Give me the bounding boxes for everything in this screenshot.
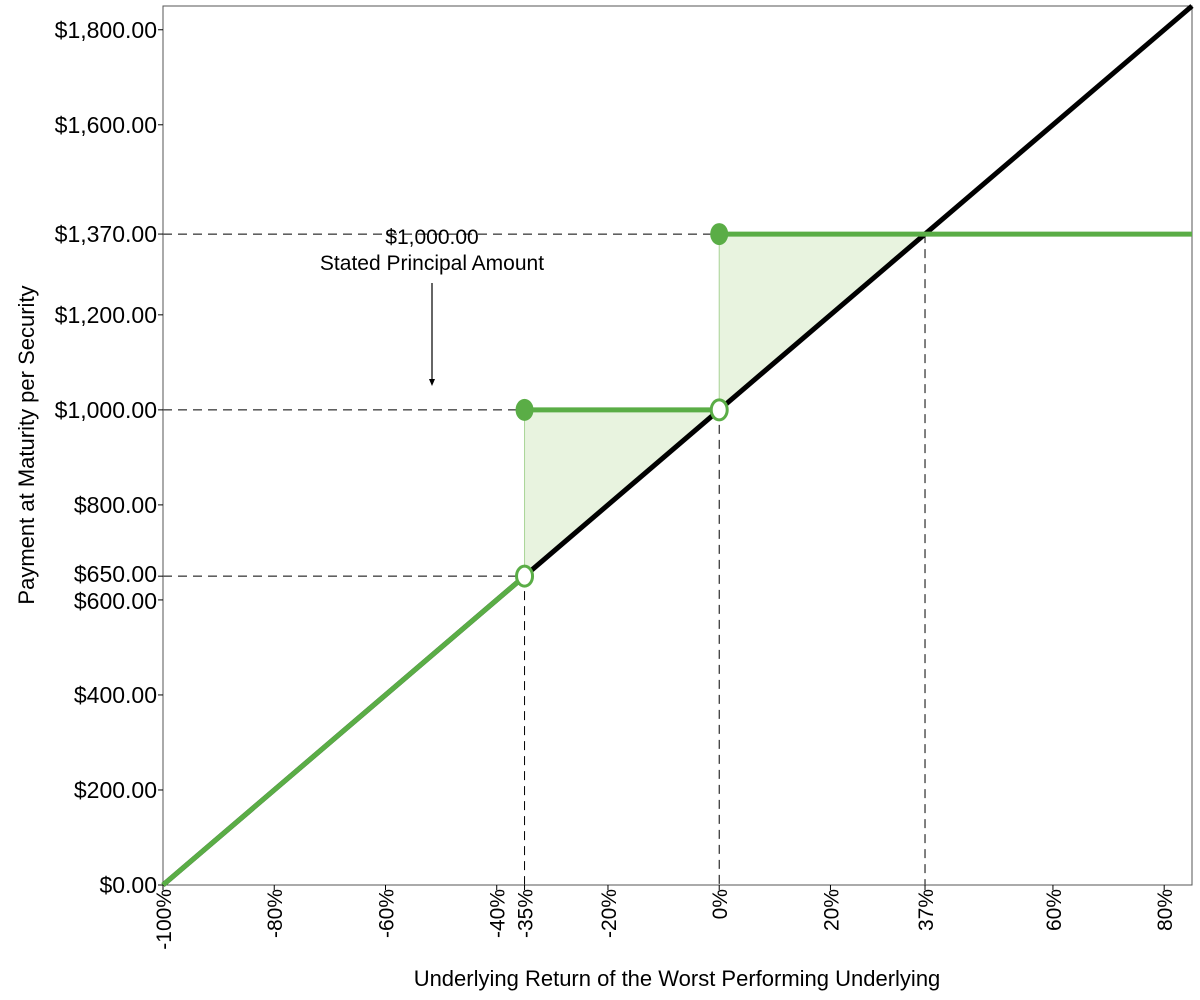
annotation: $1,000.00 Stated Principal Amount — [320, 226, 544, 386]
series-lines — [161, 4, 1194, 887]
annotation-arrow-head — [429, 379, 435, 386]
y-tick-label: $0.00 — [99, 872, 157, 898]
x-tick-label: 60% — [1043, 889, 1066, 931]
filled-point-0 — [515, 398, 534, 421]
y-tick-label: $800.00 — [74, 492, 157, 518]
series-line-payoff-0 — [161, 574, 527, 887]
y-tick-label: $400.00 — [74, 682, 157, 708]
y-axis-title: Payment at Maturity per Security — [14, 285, 39, 604]
x-tick-label: 20% — [820, 889, 843, 931]
x-tick-label: 37% — [915, 889, 938, 931]
y-tick-label: $1,000.00 — [55, 397, 157, 423]
y-tick-label: $200.00 — [74, 777, 157, 803]
y-tick-label: $600.00 — [74, 588, 157, 614]
annotation-label: Stated Principal Amount — [320, 252, 544, 275]
x-tick-label: -100% — [153, 889, 176, 950]
x-tick-label: -60% — [375, 889, 398, 938]
x-axis-title: Underlying Return of the Worst Performin… — [414, 966, 941, 991]
filled-point-1 — [710, 223, 729, 246]
y-tick-label: $1,800.00 — [55, 17, 157, 43]
x-tick-label: 80% — [1154, 889, 1177, 931]
x-tick-label: -40% — [487, 889, 510, 938]
x-axis-ticks: -100% -80% -60% -40% -35% -20% 0% 20% 37% 60% 80% — [153, 885, 1177, 950]
x-tick-label: -80% — [264, 889, 287, 938]
x-tick-label: -20% — [598, 889, 621, 938]
y-axis-ticks: $0.00 $200.00 $400.00 $600.00$650.00 $800.00… — [55, 17, 163, 898]
series-points — [515, 223, 729, 588]
x-tick-label: -35% — [515, 889, 538, 938]
y-tick-label: $1,600.00 — [55, 112, 157, 138]
y-tick-label: $1,200.00 — [55, 302, 157, 328]
open-point-0 — [515, 564, 535, 588]
y-tick-label: $1,370.00 — [55, 221, 157, 247]
reference-lines — [163, 233, 926, 885]
open-point-1 — [709, 398, 729, 422]
annotation-value: $1,000.00 — [385, 226, 478, 249]
y-tick-label: $650.00 — [74, 561, 157, 587]
plot-frame — [162, 5, 1193, 886]
x-tick-label: 0% — [709, 889, 732, 919]
